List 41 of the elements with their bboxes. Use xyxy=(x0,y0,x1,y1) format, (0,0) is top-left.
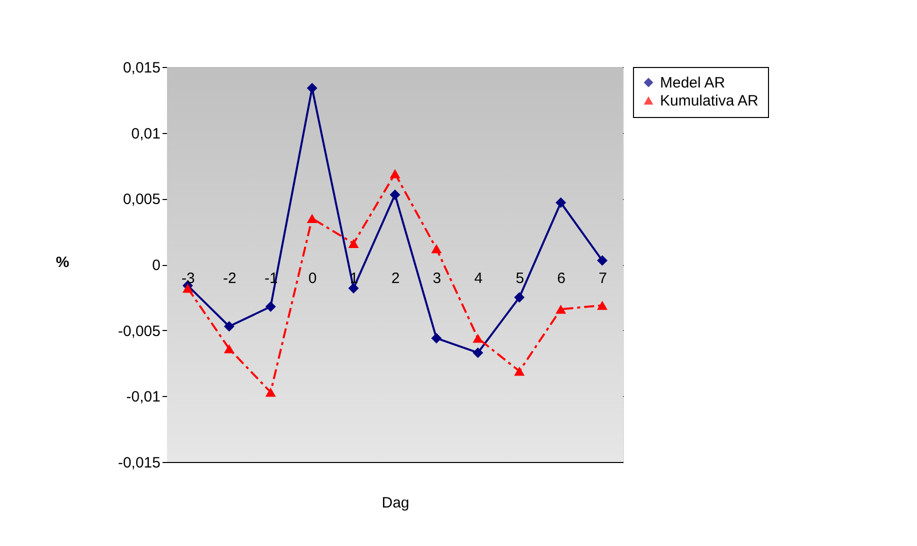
point xyxy=(390,189,400,200)
point xyxy=(472,334,484,343)
x-tick-label: 0 xyxy=(308,270,317,287)
y-tick-label: 0,015 xyxy=(122,60,160,76)
y-tick-label: 0,005 xyxy=(122,191,160,208)
point xyxy=(348,238,359,248)
legend-label: Kumulativa AR xyxy=(660,92,759,110)
y-tick-label: -0,015 xyxy=(118,454,160,472)
point xyxy=(556,197,566,208)
x-tick-label: 5 xyxy=(516,270,524,287)
y-tick-label: -0,005 xyxy=(118,322,160,340)
x-tick-label: 3 xyxy=(432,270,442,287)
point xyxy=(431,332,442,344)
point xyxy=(306,82,318,94)
point xyxy=(390,169,400,178)
x-tick-label: 2 xyxy=(391,270,400,287)
x-tick-label: 4 xyxy=(474,270,483,287)
y-tick-label: 0 xyxy=(152,257,160,274)
point xyxy=(597,300,608,310)
point xyxy=(348,282,359,294)
point xyxy=(265,388,276,397)
y-axis-title: % xyxy=(56,254,70,271)
x-tick-label: 7 xyxy=(598,270,607,287)
legend-label: Medel AR xyxy=(660,74,726,92)
point xyxy=(224,321,234,332)
point xyxy=(514,366,525,376)
x-tick-label: -2 xyxy=(223,270,236,287)
point xyxy=(182,284,193,293)
x-axis-title: Dag xyxy=(382,494,410,512)
point xyxy=(265,301,276,312)
point xyxy=(306,214,318,223)
point xyxy=(556,304,566,314)
point xyxy=(431,244,442,254)
y-tick-label: 0,01 xyxy=(131,125,160,142)
point xyxy=(224,344,234,354)
y-tick-label: -0,01 xyxy=(126,388,160,406)
point xyxy=(514,292,525,303)
x-tick-label: 6 xyxy=(557,270,566,287)
x-tick-label: -3 xyxy=(182,270,195,287)
point xyxy=(472,347,484,358)
point xyxy=(597,255,608,266)
